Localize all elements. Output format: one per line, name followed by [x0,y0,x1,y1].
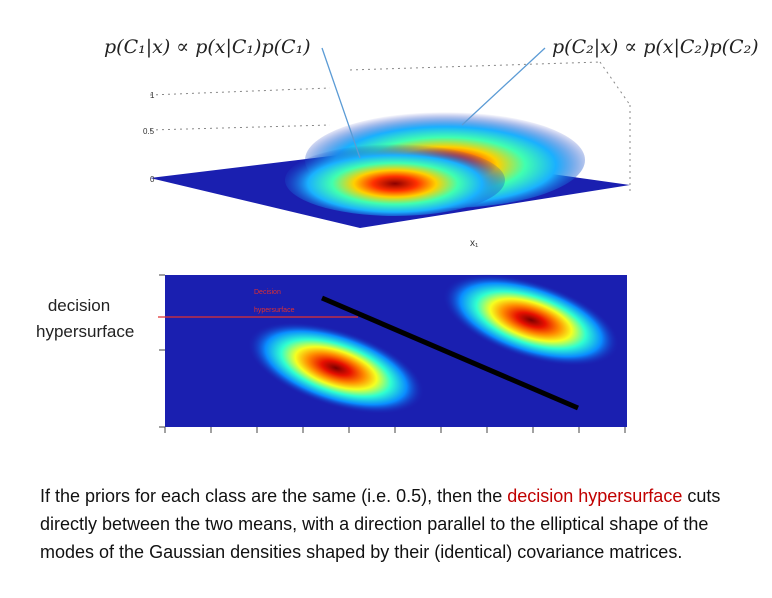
contour-axis-ticks [159,274,626,433]
posterior-formula-class1: p(C₁|x) ∝ p(x|C₁)p(C₁) [104,36,311,58]
decision-boundary-line [321,295,579,411]
caption-part2: cuts directly between the two means, wit… [40,486,721,562]
x1-axis-label: x₁ [470,238,479,249]
side-label-decision: decision [47,296,111,315]
pointer-line-class1 [321,47,361,159]
caption-highlight: decision hypersurface [507,486,683,506]
inner-hypersurface-label: hypersurface [254,307,295,314]
z-tick-label: 0 [150,175,155,184]
caption-text: If the priors for each class are the sam… [40,482,740,566]
surface-frame [149,61,631,195]
z-tick-label: 0.5 [143,127,155,136]
pointer-line-class2 [461,47,546,126]
inner-decision-label: Decision [254,289,281,296]
z-tick-label: 1 [150,91,155,100]
class2-density-mode [442,274,620,366]
class1-density-hump [285,144,505,216]
caption-part1: If the priors for each class are the sam… [40,486,508,506]
side-label-hypersurface: hypersurface [36,322,135,341]
class1-density-mode [247,322,425,414]
gaussian-surface-plot: 1 0.5 0 x₁ [143,47,631,249]
decision-contour-plot: Decision hypersurface [158,274,627,433]
posterior-formula-class2: p(C₂|x) ∝ p(x|C₂)p(C₂) [552,36,759,58]
